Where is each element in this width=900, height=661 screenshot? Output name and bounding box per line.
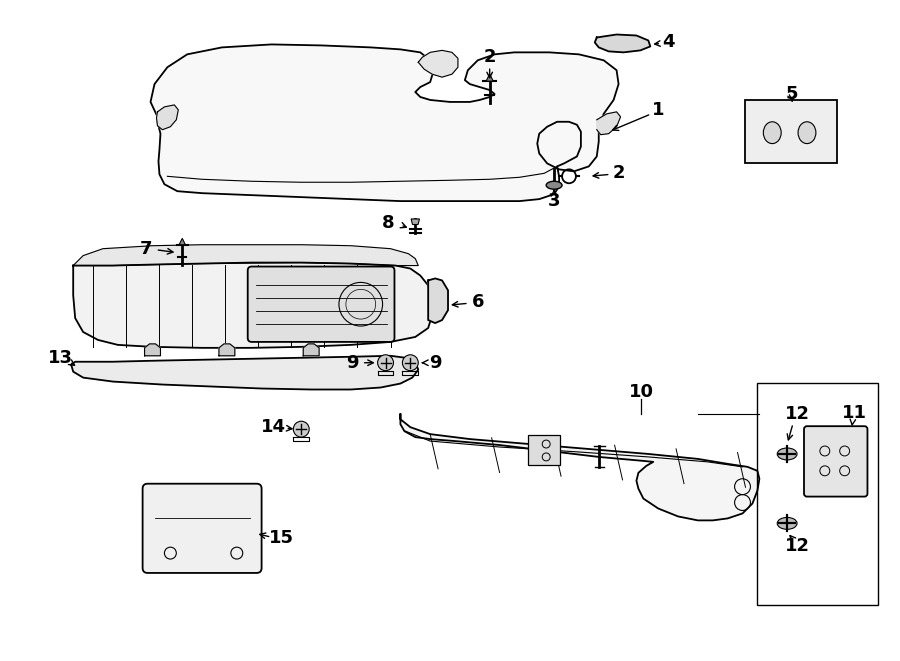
Text: 3: 3 bbox=[548, 192, 561, 210]
Circle shape bbox=[378, 355, 393, 371]
FancyBboxPatch shape bbox=[142, 484, 262, 573]
Polygon shape bbox=[219, 344, 235, 356]
Text: 2: 2 bbox=[612, 165, 625, 182]
Text: 7: 7 bbox=[140, 240, 152, 258]
FancyBboxPatch shape bbox=[804, 426, 868, 496]
Ellipse shape bbox=[798, 122, 816, 143]
Text: 8: 8 bbox=[382, 214, 395, 232]
Polygon shape bbox=[411, 219, 419, 225]
FancyBboxPatch shape bbox=[745, 100, 837, 163]
Text: 15: 15 bbox=[269, 529, 294, 547]
Polygon shape bbox=[179, 239, 185, 245]
Text: 1: 1 bbox=[652, 101, 664, 119]
Circle shape bbox=[402, 355, 418, 371]
Text: 13: 13 bbox=[48, 349, 73, 367]
Text: 2: 2 bbox=[483, 48, 496, 66]
Polygon shape bbox=[145, 344, 160, 356]
Polygon shape bbox=[428, 278, 448, 323]
Text: 9: 9 bbox=[429, 354, 441, 371]
Text: 12: 12 bbox=[785, 405, 810, 423]
Text: 9: 9 bbox=[346, 354, 359, 371]
Polygon shape bbox=[400, 414, 760, 520]
Text: 14: 14 bbox=[261, 418, 286, 436]
Text: 5: 5 bbox=[786, 85, 798, 103]
Circle shape bbox=[293, 421, 310, 437]
FancyBboxPatch shape bbox=[248, 266, 394, 342]
Ellipse shape bbox=[778, 448, 797, 460]
Polygon shape bbox=[73, 245, 418, 266]
Polygon shape bbox=[150, 44, 618, 201]
Text: 11: 11 bbox=[842, 405, 867, 422]
Polygon shape bbox=[71, 356, 418, 389]
Ellipse shape bbox=[778, 518, 797, 529]
Ellipse shape bbox=[546, 181, 562, 189]
Polygon shape bbox=[157, 105, 178, 130]
Polygon shape bbox=[303, 344, 320, 356]
FancyBboxPatch shape bbox=[528, 435, 560, 465]
Ellipse shape bbox=[763, 122, 781, 143]
Text: 10: 10 bbox=[629, 383, 654, 401]
Polygon shape bbox=[73, 262, 432, 348]
Polygon shape bbox=[595, 34, 651, 52]
Text: 4: 4 bbox=[662, 34, 674, 52]
Text: 12: 12 bbox=[785, 537, 810, 555]
Polygon shape bbox=[418, 50, 458, 77]
Text: 6: 6 bbox=[472, 293, 484, 311]
Polygon shape bbox=[597, 112, 621, 135]
Polygon shape bbox=[486, 74, 493, 81]
